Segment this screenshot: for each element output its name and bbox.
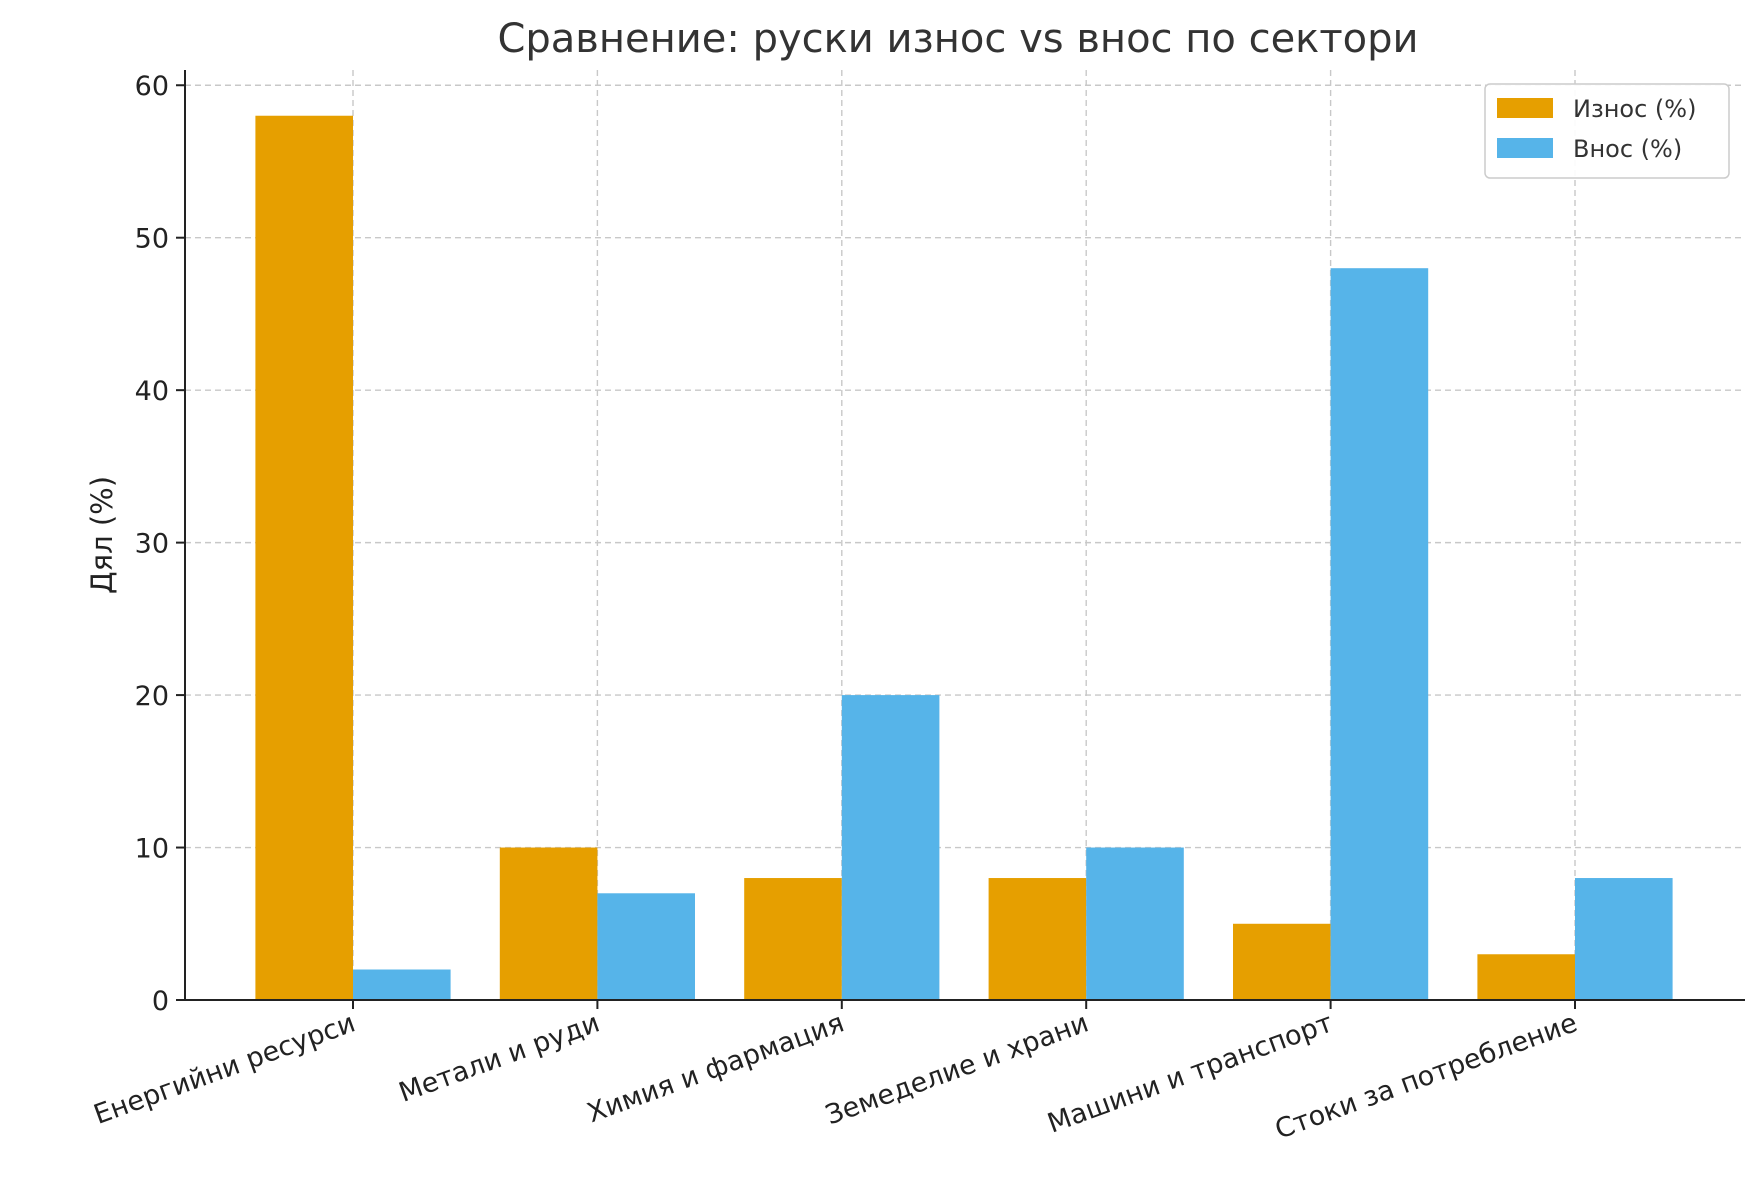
bar-series-1-4 [1330, 268, 1429, 1000]
bar-series-0-5 [1477, 954, 1575, 1000]
bar-series-1-1 [597, 893, 695, 1000]
y-tick-label-2: 20 [135, 681, 169, 712]
legend-label-0: Износ (%) [1573, 95, 1696, 123]
bar-series-0-2 [744, 878, 842, 1000]
bar-series-1-0 [353, 969, 451, 1000]
legend: Износ (%) Внос (%) [1484, 83, 1730, 179]
x-tick-label-1: Метали и руди [395, 1007, 604, 1108]
y-tick-label-3: 30 [135, 529, 169, 560]
axes-layer [176, 70, 1745, 1009]
bar-series-0-0 [255, 115, 353, 1001]
bar-series-0-1 [499, 847, 598, 1000]
legend-label-1: Внос (%) [1573, 135, 1682, 163]
y-axis-label: Дял (%) [85, 476, 119, 594]
bar-series-1-5 [1575, 878, 1673, 1000]
y-tick-label-6: 60 [135, 71, 169, 102]
bar-series-0-4 [1233, 923, 1331, 1000]
bar-series-1-3 [1086, 847, 1184, 1000]
y-tick-label-1: 10 [135, 834, 169, 865]
y-tick-label-0: 0 [152, 986, 169, 1017]
bar-series-0-3 [988, 878, 1087, 1000]
chart-title: Сравнение: руски износ vs внос по сектор… [497, 16, 1418, 62]
legend-swatch-1 [1497, 138, 1553, 158]
x-tick-label-0: Енергийни ресурси [90, 1007, 360, 1130]
y-tick-label-5: 50 [135, 224, 169, 255]
bar-series-1-2 [841, 695, 940, 1000]
legend-swatch-0 [1497, 98, 1553, 118]
y-tick-label-4: 40 [135, 376, 169, 407]
x-tick-label-2: Химия и фармация [583, 1007, 848, 1129]
grid-layer [185, 70, 1745, 1000]
bars-layer [255, 115, 1673, 1001]
